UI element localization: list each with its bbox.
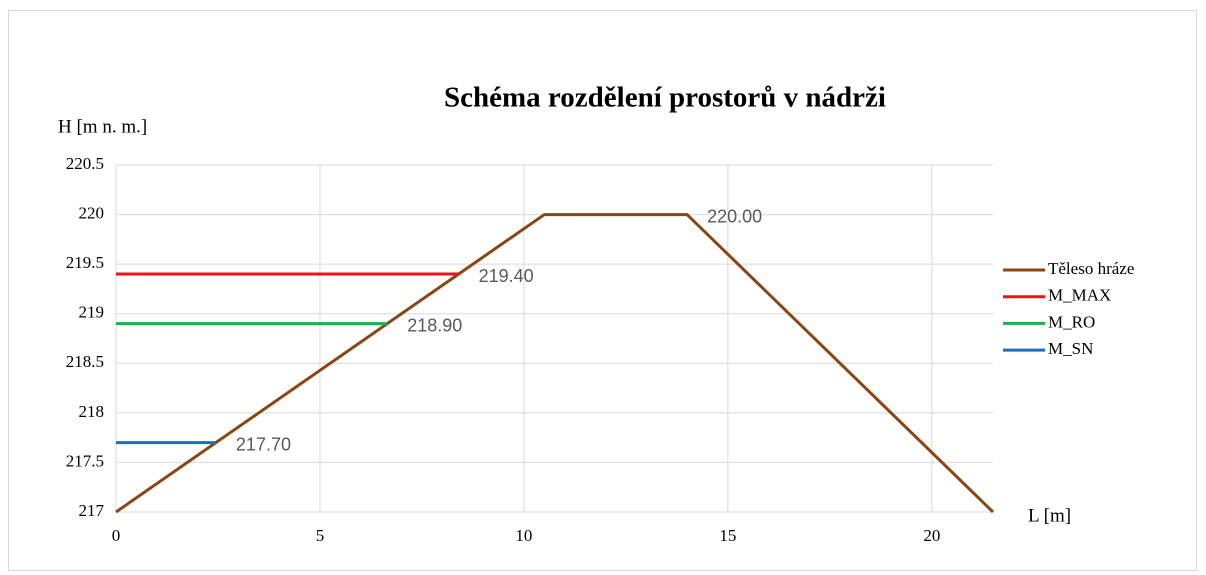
y-tick-label: 217.5	[66, 451, 104, 470]
chart-title: Schéma rozdělení prostorů v nádrži	[444, 82, 886, 114]
y-tick-label: 219	[79, 303, 105, 322]
x-tick-label: 10	[515, 526, 532, 545]
x-axis-title: L [m]	[1028, 505, 1071, 526]
x-tick-label: 0	[112, 526, 121, 545]
legend-label: M_SN	[1048, 339, 1093, 358]
data-label: 219.40	[479, 266, 534, 286]
legend-label: Těleso hráze	[1048, 259, 1134, 278]
x-tick-label: 20	[923, 526, 940, 545]
y-tick-label: 217	[79, 501, 105, 520]
legend-label: M_RO	[1048, 312, 1095, 331]
chart-frame	[8, 10, 1197, 571]
y-tick-label: 219.5	[66, 253, 104, 272]
data-label: 217.70	[236, 434, 291, 454]
y-tick-label: 220	[79, 203, 105, 222]
y-axis-title: H [m n. m.]	[58, 116, 147, 137]
x-tick-label: 15	[719, 526, 736, 545]
data-label: 220.00	[707, 206, 762, 226]
x-tick-label: 5	[316, 526, 325, 545]
y-tick-label: 218.5	[66, 352, 104, 371]
legend-label: M_MAX	[1048, 286, 1111, 305]
y-tick-label: 220.5	[66, 154, 104, 173]
data-label: 218.90	[407, 315, 462, 335]
y-tick-label: 218	[79, 402, 105, 421]
series-line	[115, 213, 995, 514]
